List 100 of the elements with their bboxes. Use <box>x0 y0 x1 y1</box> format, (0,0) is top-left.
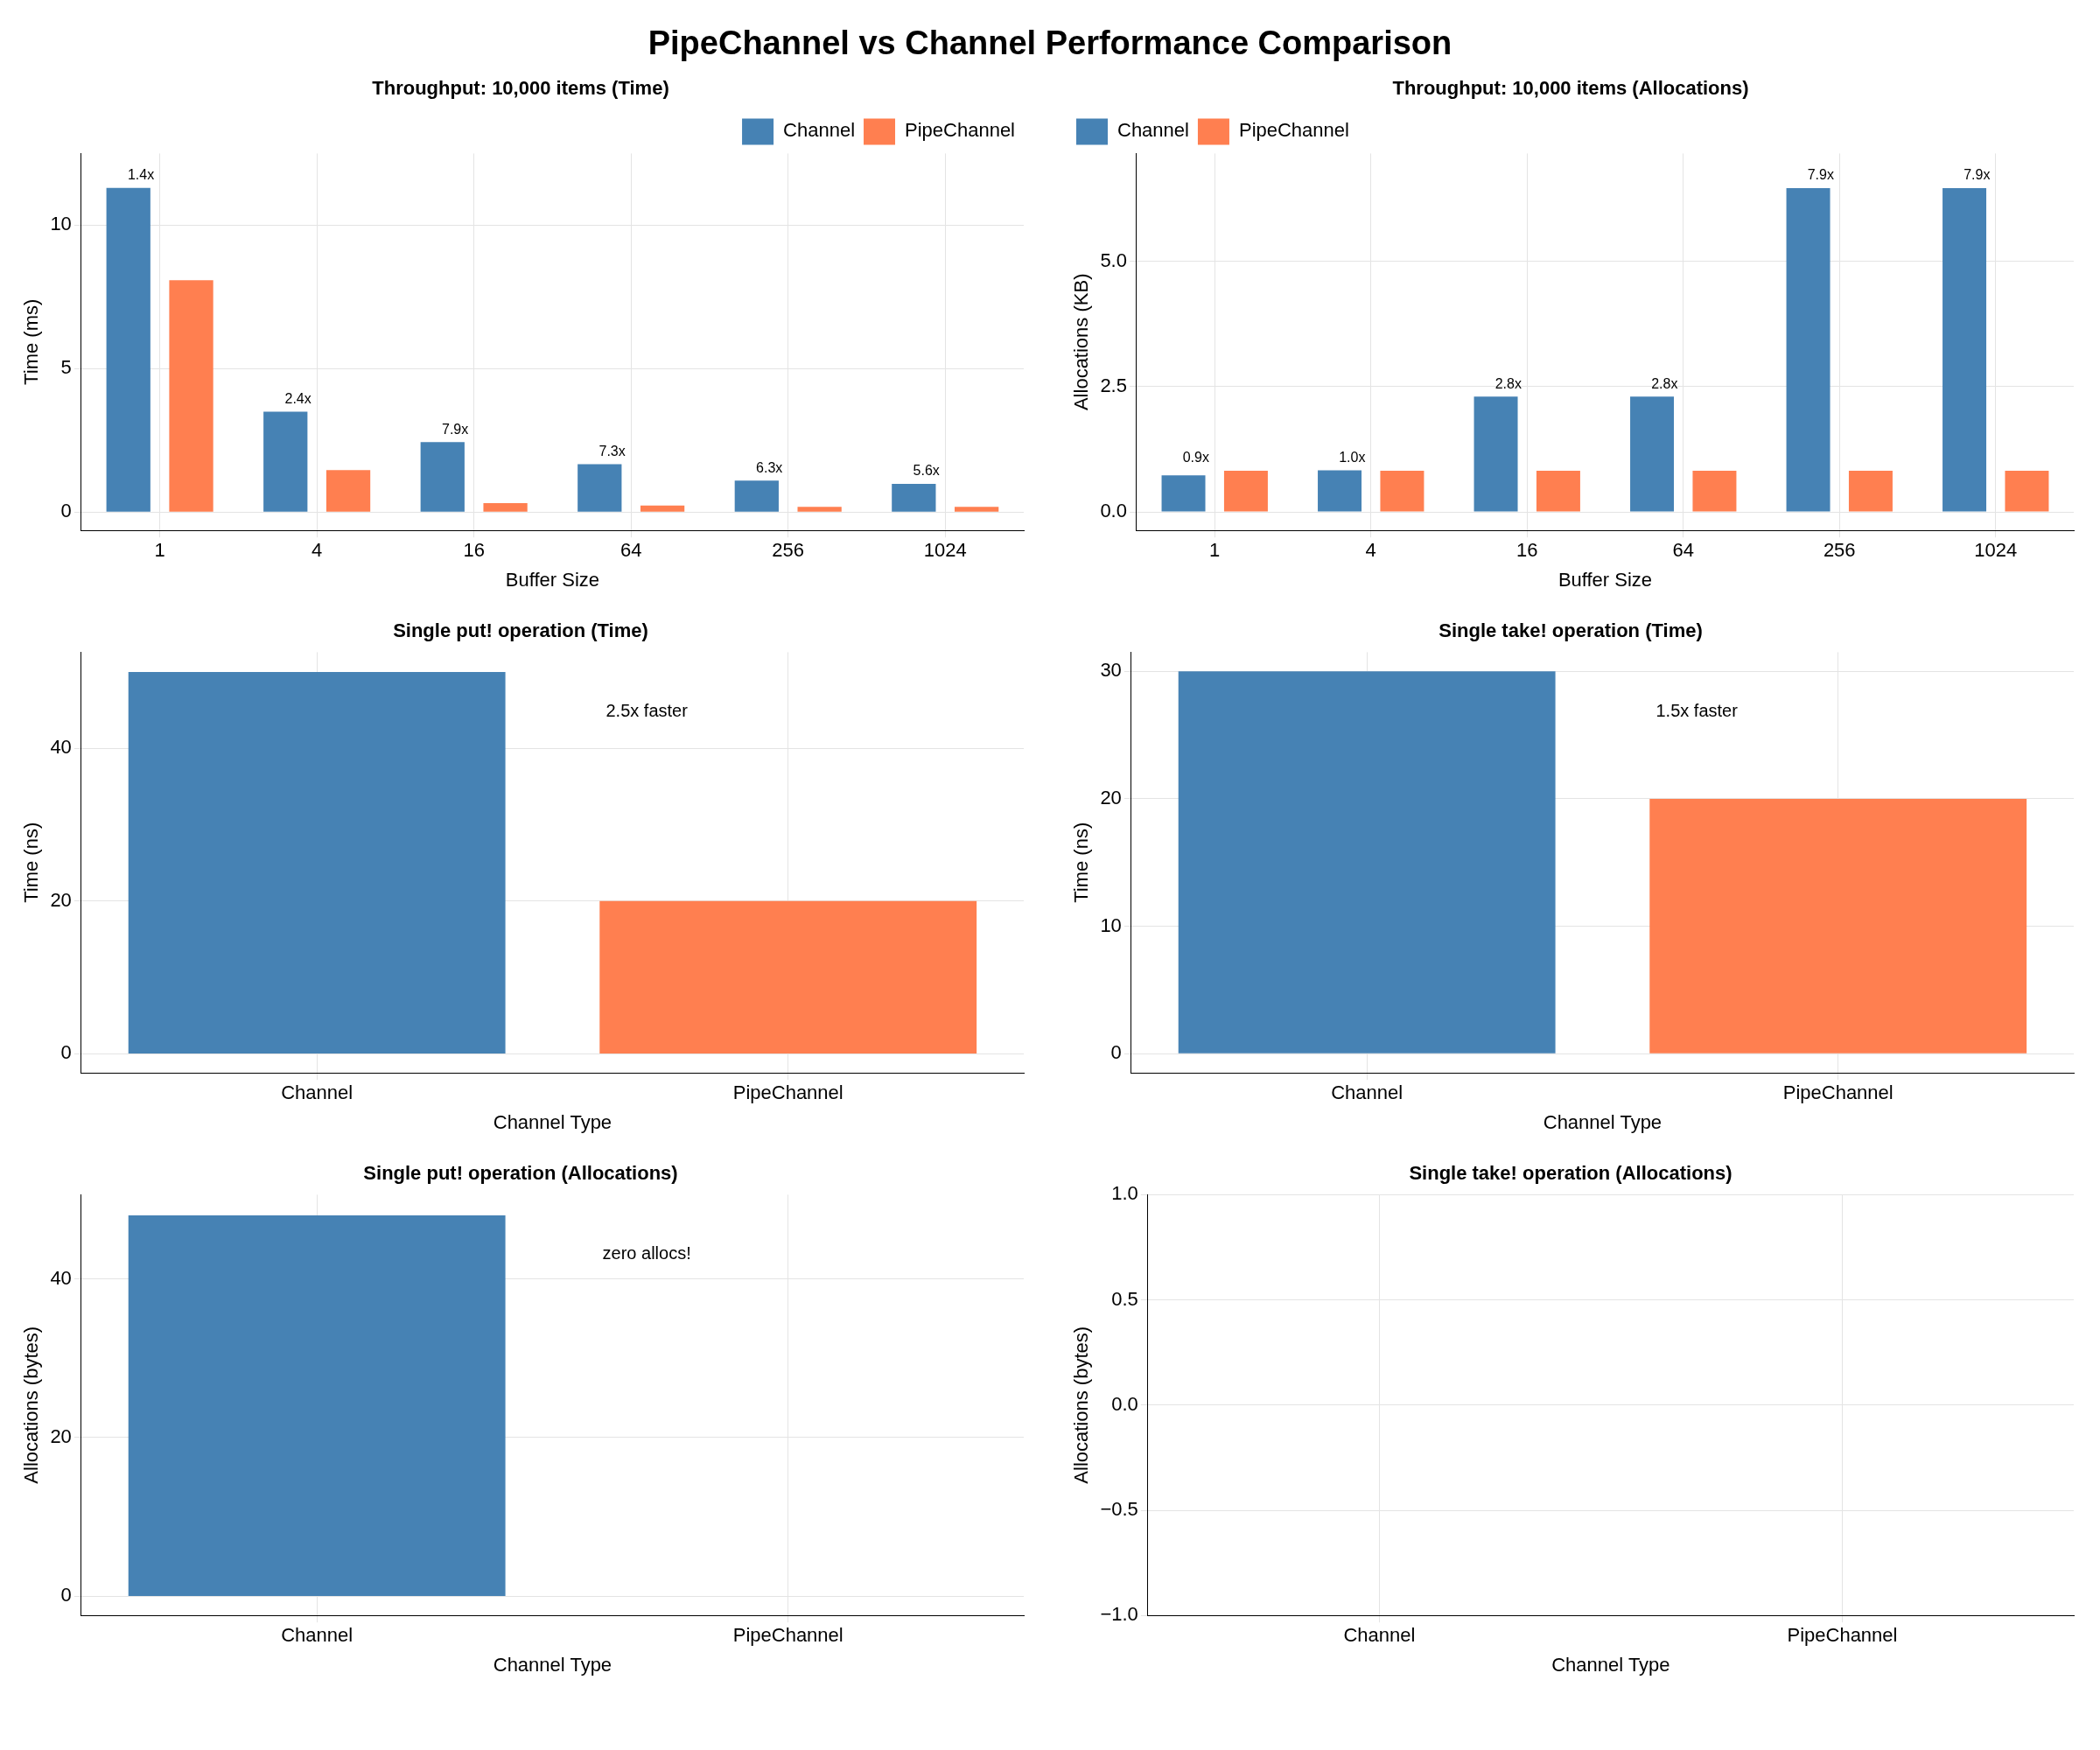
legend-label: Channel <box>783 119 856 142</box>
y-tick-label: −0.5 <box>1100 1498 1138 1521</box>
annotation: 7.3x <box>598 443 626 458</box>
y-tick-label: 0.0 <box>1111 1392 1138 1415</box>
y-tick-label: 40 <box>50 1266 72 1289</box>
x-tick-label: 256 <box>1823 539 1856 562</box>
x-axis-title: Channel Type <box>1543 1110 1662 1133</box>
x-tick-label: Channel <box>281 1082 354 1104</box>
y-tick-label: −1.0 <box>1100 1603 1138 1626</box>
y-axis-title: Allocations (bytes) <box>20 1326 43 1484</box>
bar <box>1474 396 1518 512</box>
bar <box>1942 187 1987 512</box>
y-axis-title: Time (ns) <box>20 822 43 903</box>
bar <box>1380 471 1424 512</box>
x-tick-label: PipeChannel <box>732 1624 844 1647</box>
chart-title: Throughput: 10,000 items (Allocations) <box>1392 77 1749 100</box>
y-tick-label: 5.0 <box>1100 248 1127 271</box>
chart-title: Single take! operation (Allocations) <box>1409 1162 1732 1185</box>
annotation: 7.9x <box>1964 167 1991 183</box>
chart-title: Single put! operation (Time) <box>393 620 648 642</box>
y-tick-label: 1.0 <box>1111 1182 1138 1205</box>
bar <box>1536 471 1580 512</box>
bar <box>169 280 214 512</box>
annotation: 1.4x <box>127 167 155 183</box>
bar <box>955 507 999 512</box>
annotation: 7.9x <box>1807 167 1834 183</box>
bar <box>1630 396 1675 512</box>
bar <box>734 480 779 512</box>
x-axis-title: Channel Type <box>1551 1653 1670 1676</box>
x-tick-label: 256 <box>772 539 805 562</box>
legend-label: PipeChannel <box>1238 119 1349 142</box>
bar <box>1223 471 1268 512</box>
x-tick-label: Channel <box>281 1624 354 1647</box>
x-tick-label: 16 <box>1516 539 1538 562</box>
y-axis-title: Allocations (KB) <box>1070 273 1093 411</box>
y-tick-label: 0 <box>60 1041 72 1064</box>
bar <box>106 187 150 512</box>
annotation: 0.9x <box>1182 450 1209 466</box>
x-tick-label: 4 <box>1365 539 1376 562</box>
annotation: 1.5x faster <box>1656 700 1739 720</box>
y-tick-label: 0 <box>60 500 72 522</box>
x-tick-label: Channel <box>1331 1082 1404 1104</box>
y-tick-label: 0 <box>60 1584 72 1606</box>
x-tick-label: 1 <box>1209 539 1221 562</box>
x-tick-label: 64 <box>1672 539 1694 562</box>
bar <box>1692 471 1737 512</box>
text: PipeChannel vs Channel Performance Comparison <box>647 24 1453 63</box>
annotation: 2.8x <box>1494 375 1522 391</box>
x-tick-label: Channel <box>1343 1624 1416 1647</box>
x-tick-label: 16 <box>463 539 485 562</box>
y-tick-label: 10 <box>50 213 72 235</box>
annotation: 7.9x <box>442 421 469 437</box>
y-axis-title: Time (ns) <box>1070 822 1093 903</box>
bar <box>326 470 371 512</box>
x-axis-title: Channel Type <box>493 1653 612 1676</box>
annotation: zero allocs! <box>602 1242 691 1263</box>
x-axis-title: Buffer Size <box>1558 568 1653 591</box>
legend-label: PipeChannel <box>905 119 1015 142</box>
annotation: 5.6x <box>913 463 940 479</box>
annotation: 2.8x <box>1651 375 1678 391</box>
y-tick-label: 2.5 <box>1100 374 1127 396</box>
y-tick-label: 20 <box>50 888 72 911</box>
bar <box>263 411 308 512</box>
y-tick-label: 10 <box>1100 914 1122 936</box>
y-axis-title: Time (ms) <box>20 298 43 385</box>
annotation: 1.0x <box>1339 449 1366 465</box>
bar <box>1786 187 1830 512</box>
x-tick-label: PipeChannel <box>732 1082 844 1104</box>
bar <box>1161 475 1206 512</box>
x-tick-label: 1024 <box>923 539 967 562</box>
x-axis-title: Buffer Size <box>505 568 600 591</box>
x-tick-label: PipeChannel <box>1782 1082 1894 1104</box>
bar <box>2005 471 2049 512</box>
y-tick-label: 0.0 <box>1100 500 1127 522</box>
y-tick-label: 20 <box>50 1425 72 1448</box>
y-tick-label: 40 <box>50 736 72 759</box>
bar <box>892 484 936 512</box>
bar <box>1848 471 1893 512</box>
chart-title: Throughput: 10,000 items (Time) <box>372 77 669 100</box>
y-tick-label: 20 <box>1100 787 1122 809</box>
chart-title: Single take! operation (Time) <box>1438 620 1703 642</box>
x-tick-label: PipeChannel <box>1787 1624 1898 1647</box>
annotation: 2.4x <box>284 390 312 406</box>
bar <box>1318 470 1362 512</box>
bar <box>640 505 685 512</box>
y-tick-label: 5 <box>60 356 72 379</box>
x-tick-label: 4 <box>312 539 323 562</box>
bar <box>797 507 842 512</box>
y-tick-label: 0 <box>1110 1041 1122 1064</box>
x-tick-label: 1024 <box>1974 539 2018 562</box>
x-tick-label: 64 <box>620 539 642 562</box>
bar <box>578 464 622 512</box>
x-tick-label: 1 <box>154 539 165 562</box>
legend-label: Channel <box>1117 119 1189 142</box>
x-axis-title: Channel Type <box>493 1110 612 1133</box>
chart-title: Single put! operation (Allocations) <box>363 1162 678 1185</box>
y-axis-title: Allocations (bytes) <box>1070 1326 1093 1484</box>
annotation: 6.3x <box>756 459 783 475</box>
y-tick-label: 30 <box>1100 659 1122 682</box>
bar <box>483 503 528 512</box>
